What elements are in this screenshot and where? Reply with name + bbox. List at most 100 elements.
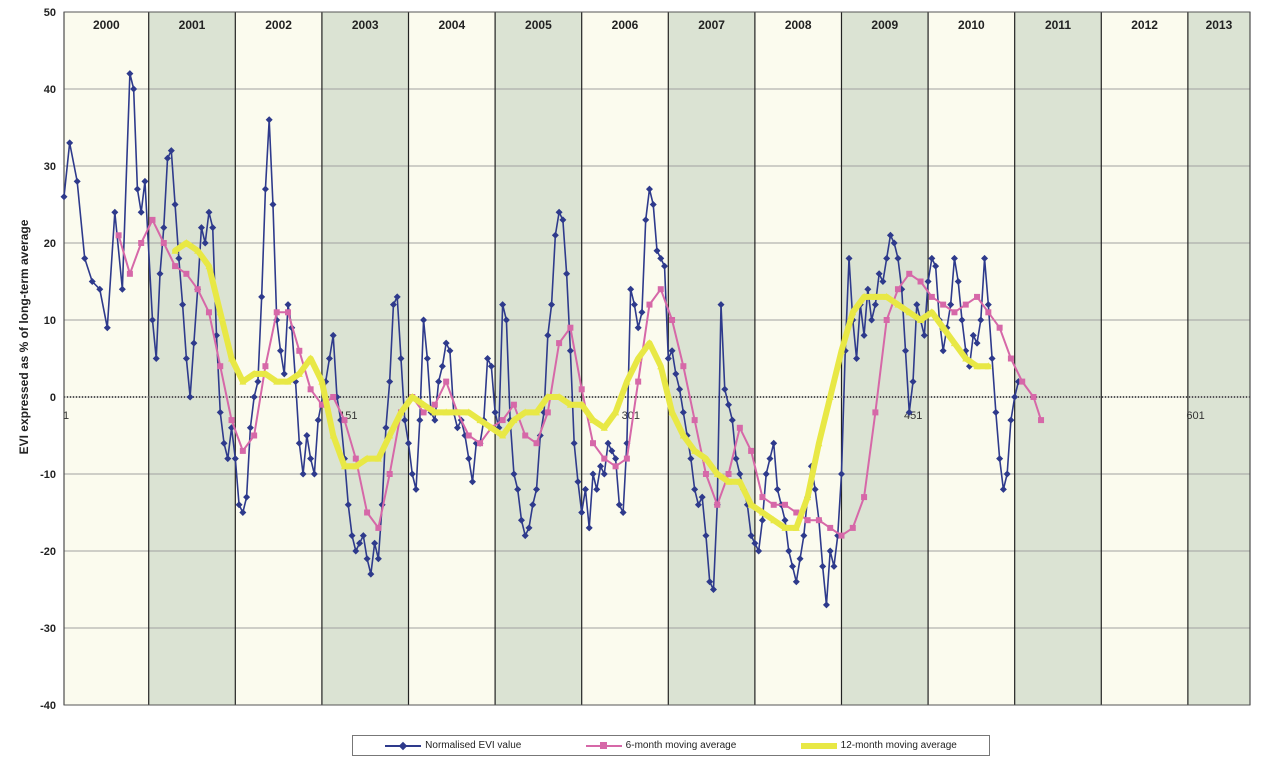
data-point xyxy=(657,286,664,293)
y-tick-label: -40 xyxy=(40,700,56,712)
data-point xyxy=(890,239,898,247)
data-point xyxy=(872,409,879,416)
data-point xyxy=(713,470,721,477)
data-point xyxy=(800,532,808,540)
data-point xyxy=(397,408,405,416)
data-point xyxy=(781,523,789,531)
data-point xyxy=(822,601,830,609)
year-band xyxy=(1014,12,1102,705)
data-point xyxy=(521,408,529,416)
data-point xyxy=(996,324,1003,331)
data-point xyxy=(894,286,901,293)
data-point xyxy=(657,254,665,262)
data-point xyxy=(630,301,638,309)
data-point xyxy=(111,208,119,216)
data-point xyxy=(563,270,571,278)
data-point xyxy=(465,408,473,416)
year-band xyxy=(321,12,409,705)
data-point xyxy=(295,369,303,377)
data-point xyxy=(171,246,179,254)
data-point xyxy=(408,393,416,400)
year-label: 2012 xyxy=(1131,18,1158,32)
data-point xyxy=(375,524,382,531)
data-point xyxy=(759,494,766,501)
data-point xyxy=(612,408,620,416)
data-point xyxy=(499,301,507,309)
data-point xyxy=(352,455,359,462)
data-point xyxy=(635,378,642,385)
data-point xyxy=(796,555,804,563)
data-point xyxy=(691,446,699,454)
data-point xyxy=(276,347,284,355)
data-point xyxy=(977,316,985,324)
data-point xyxy=(736,424,743,431)
data-point xyxy=(642,216,650,224)
data-point xyxy=(861,494,868,501)
data-point xyxy=(408,470,416,478)
data-point xyxy=(156,270,164,278)
data-point xyxy=(871,292,879,300)
data-point xyxy=(261,185,269,193)
data-point xyxy=(205,208,213,216)
data-point xyxy=(736,477,744,485)
data-point xyxy=(510,470,518,478)
data-point xyxy=(950,254,958,262)
data-point xyxy=(330,394,337,400)
legend-swatch-12month xyxy=(800,740,837,752)
data-point xyxy=(875,270,883,278)
data-point xyxy=(905,408,913,416)
data-point xyxy=(940,301,947,308)
data-point xyxy=(318,401,325,408)
data-point xyxy=(348,532,356,540)
data-point xyxy=(340,462,348,470)
year-band xyxy=(754,12,842,705)
data-point xyxy=(578,509,586,516)
data-point xyxy=(182,239,190,246)
data-point xyxy=(868,316,876,324)
data-point xyxy=(619,509,627,516)
data-point xyxy=(751,539,759,547)
data-point xyxy=(860,331,868,339)
data-point xyxy=(638,308,646,316)
data-point xyxy=(600,423,608,431)
data-point xyxy=(386,378,394,386)
data-point xyxy=(401,416,409,424)
data-point xyxy=(679,431,687,439)
data-point xyxy=(623,377,631,385)
data-point xyxy=(725,471,732,477)
data-point xyxy=(529,501,537,509)
data-point xyxy=(239,447,246,454)
data-point xyxy=(179,301,187,309)
data-point xyxy=(548,301,556,309)
data-point xyxy=(499,417,506,424)
data-point xyxy=(307,455,315,463)
data-point xyxy=(152,355,160,362)
data-point xyxy=(600,470,608,478)
data-point xyxy=(250,393,258,401)
data-point xyxy=(845,254,853,262)
data-point xyxy=(815,517,822,524)
x-tick-label: 301 xyxy=(622,410,640,422)
legend-item-12month: 12-month moving average xyxy=(800,740,957,752)
data-point xyxy=(476,416,484,424)
data-point xyxy=(664,355,672,362)
data-point xyxy=(781,516,789,524)
data-point xyxy=(284,301,292,309)
data-point xyxy=(894,300,902,308)
data-point xyxy=(758,516,766,524)
data-point xyxy=(996,455,1004,463)
data-point xyxy=(906,270,913,277)
data-point xyxy=(932,262,940,270)
data-point xyxy=(103,324,111,332)
data-point xyxy=(819,562,827,570)
year-label: 2009 xyxy=(871,18,898,32)
data-point xyxy=(962,354,970,362)
data-point xyxy=(864,285,872,293)
data-point xyxy=(1003,470,1011,478)
data-point xyxy=(544,409,551,416)
data-point xyxy=(386,431,394,439)
data-point xyxy=(597,462,605,470)
data-point xyxy=(612,463,619,470)
data-point xyxy=(849,308,857,316)
